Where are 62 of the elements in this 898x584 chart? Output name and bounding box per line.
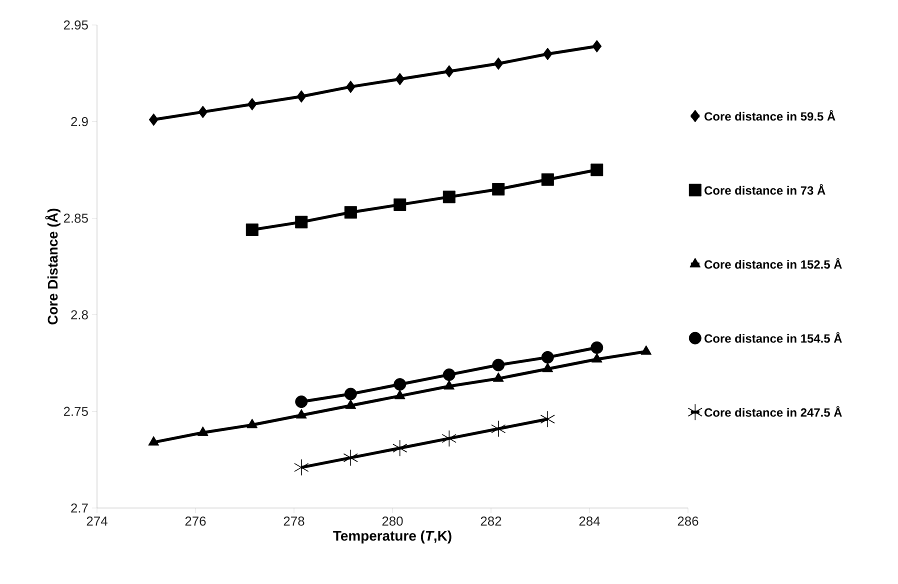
point [542, 48, 552, 60]
y-tick-label: 2.8 [71, 310, 88, 320]
point [591, 352, 602, 362]
point [492, 372, 504, 382]
point [394, 198, 406, 211]
point [296, 409, 307, 419]
point [295, 395, 308, 408]
point [590, 164, 604, 176]
x-tick-label: 274 [86, 516, 108, 526]
point [442, 430, 456, 447]
x-tick-label: 286 [678, 516, 698, 526]
point [343, 449, 358, 466]
point [541, 351, 554, 364]
point [492, 358, 505, 372]
point [345, 399, 356, 409]
x-tick-label: 284 [579, 516, 600, 526]
point [344, 388, 357, 400]
point [492, 182, 505, 196]
legend-label: Core distance in 154.5 Å [704, 332, 842, 343]
x-tick-label: 276 [185, 516, 206, 526]
point [148, 436, 160, 446]
point [442, 190, 456, 204]
x-tick-label: 280 [382, 516, 403, 526]
point [494, 57, 504, 70]
point [344, 206, 357, 219]
legend-label: Core distance in 59.5 Å [704, 110, 836, 121]
point [444, 65, 454, 78]
point [491, 420, 506, 438]
legend-label: Core distance in 73 Å [704, 184, 826, 195]
point [394, 378, 406, 391]
point [198, 106, 208, 118]
point [592, 40, 602, 52]
x-tick-label: 282 [480, 516, 502, 526]
y-tick-label: 2.75 [64, 406, 88, 416]
x-tick-label: 278 [284, 516, 304, 526]
y-axis-title: Core Distance (Å) [45, 208, 60, 324]
point [395, 72, 405, 86]
x-axis-title: Temperature (T,K) [333, 530, 452, 544]
point [590, 341, 604, 354]
y-tick-label: 2.7 [71, 503, 88, 513]
point [444, 380, 455, 390]
point [246, 224, 258, 236]
legend-label: Core distance in 247.5 Å [704, 406, 842, 417]
point [442, 368, 456, 381]
point [148, 113, 158, 126]
point [294, 459, 309, 476]
point [197, 426, 208, 436]
point [295, 216, 308, 228]
point [296, 90, 306, 103]
y-tick-label: 2.9 [71, 117, 88, 126]
point [541, 173, 554, 186]
point [247, 98, 257, 110]
point [542, 362, 554, 372]
point [540, 410, 555, 428]
point [246, 418, 258, 428]
point [640, 345, 652, 355]
point [392, 440, 408, 457]
legend-label: Core distance in 152.5 Å [704, 258, 842, 269]
y-tick-label: 2.85 [64, 214, 88, 223]
y-tick-label: 2.95 [64, 20, 88, 30]
point [394, 390, 406, 400]
point [346, 80, 356, 94]
